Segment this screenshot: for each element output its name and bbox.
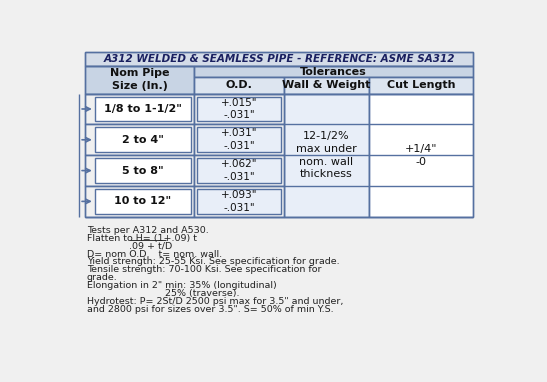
Bar xyxy=(95,158,191,183)
Bar xyxy=(85,94,194,125)
Text: D= nom O.D.   t= nom. wall.: D= nom O.D. t= nom. wall. xyxy=(87,249,222,259)
Text: +.093"
-.031": +.093" -.031" xyxy=(220,190,257,213)
Bar xyxy=(95,97,191,121)
Bar xyxy=(95,128,191,152)
Bar xyxy=(194,125,284,155)
Text: 5 to 8": 5 to 8" xyxy=(122,165,164,176)
Text: Nom Pipe
Size (In.): Nom Pipe Size (In.) xyxy=(110,68,170,91)
Text: grade.: grade. xyxy=(87,273,118,282)
Text: +.062"
-.031": +.062" -.031" xyxy=(220,159,257,182)
Bar xyxy=(194,78,284,94)
Bar xyxy=(85,155,194,186)
Text: +.015"
-.031": +.015" -.031" xyxy=(220,97,257,120)
Bar xyxy=(197,97,281,121)
Bar xyxy=(85,186,194,217)
Text: +1/4"
-0: +1/4" -0 xyxy=(405,144,437,167)
Bar xyxy=(85,125,194,155)
Text: 25% (traverse).: 25% (traverse). xyxy=(87,289,240,298)
Text: +.031"
-.031": +.031" -.031" xyxy=(220,128,257,151)
Bar xyxy=(197,189,281,214)
Bar xyxy=(197,128,281,152)
Text: Cut Length: Cut Length xyxy=(387,81,455,91)
Text: and 2800 psi for sizes over 3.5". S= 50% of min Y.S.: and 2800 psi for sizes over 3.5". S= 50%… xyxy=(87,304,334,314)
Text: Yield strength: 25-55 Ksi. See specification for grade.: Yield strength: 25-55 Ksi. See specifica… xyxy=(87,257,340,266)
Text: 1/8 to 1-1/2": 1/8 to 1-1/2" xyxy=(104,104,182,114)
Bar xyxy=(85,66,194,94)
Bar xyxy=(85,52,473,66)
Text: Wall & Weight: Wall & Weight xyxy=(282,81,371,91)
Text: .09 + t/D: .09 + t/D xyxy=(87,242,172,251)
Bar xyxy=(197,158,281,183)
Bar xyxy=(95,189,191,214)
Bar xyxy=(194,94,284,125)
Text: 2 to 4": 2 to 4" xyxy=(122,135,164,145)
Text: Tolerances: Tolerances xyxy=(300,66,367,77)
Text: Tests per A312 and A530.: Tests per A312 and A530. xyxy=(87,226,209,235)
Text: O.D.: O.D. xyxy=(225,81,252,91)
Text: Flatten to H= (1+.09) t: Flatten to H= (1+.09) t xyxy=(87,234,197,243)
Bar xyxy=(194,66,473,78)
Text: 12-1/2%
max under
nom. wall
thickness: 12-1/2% max under nom. wall thickness xyxy=(296,131,357,180)
Bar xyxy=(369,78,473,94)
Text: Hydrotest: P= 2St/D 2500 psi max for 3.5" and under,: Hydrotest: P= 2St/D 2500 psi max for 3.5… xyxy=(87,297,344,306)
Text: A312 WELDED & SEAMLESS PIPE - REFERENCE: ASME SA312: A312 WELDED & SEAMLESS PIPE - REFERENCE:… xyxy=(103,54,455,64)
Bar xyxy=(369,94,473,217)
Bar xyxy=(194,186,284,217)
Bar xyxy=(284,94,369,217)
Bar xyxy=(194,155,284,186)
Text: Tensile strength: 70-100 Ksi. See specification for: Tensile strength: 70-100 Ksi. See specif… xyxy=(87,265,322,274)
Text: 10 to 12": 10 to 12" xyxy=(114,196,171,206)
Text: Elongation in 2" min: 35% (longitudinal): Elongation in 2" min: 35% (longitudinal) xyxy=(87,281,277,290)
Bar xyxy=(284,78,369,94)
